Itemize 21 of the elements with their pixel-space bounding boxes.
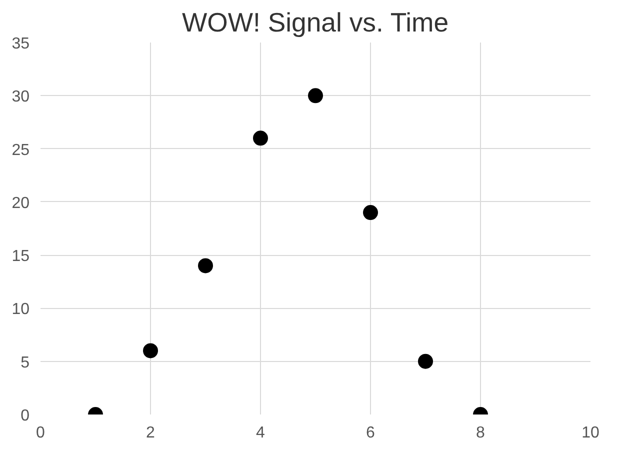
- x-tick-label: 6: [366, 424, 376, 442]
- y-tick-label: 10: [12, 301, 30, 318]
- point: [198, 258, 213, 274]
- point: [253, 130, 268, 146]
- y-tick-label: 15: [12, 248, 30, 266]
- y-tick-label: 30: [12, 88, 30, 106]
- point: [308, 88, 323, 104]
- y-tick-label: 0: [20, 408, 30, 424]
- y-tick-label: 5: [20, 354, 30, 372]
- x-tick-label: 2: [146, 424, 156, 442]
- x-tick-label: 0: [36, 424, 46, 442]
- chart-title: WOW! Signal vs. Time: [182, 8, 449, 38]
- x-tick-label: 8: [476, 424, 486, 442]
- point: [418, 354, 433, 369]
- x-tick-label: 10: [582, 424, 600, 442]
- y-tick-label: 35: [12, 36, 30, 52]
- x-tick-label: 4: [256, 424, 266, 442]
- point: [363, 205, 378, 220]
- point: [143, 343, 158, 358]
- y-tick-label: 25: [12, 142, 30, 159]
- y-tick-label: 20: [12, 194, 30, 212]
